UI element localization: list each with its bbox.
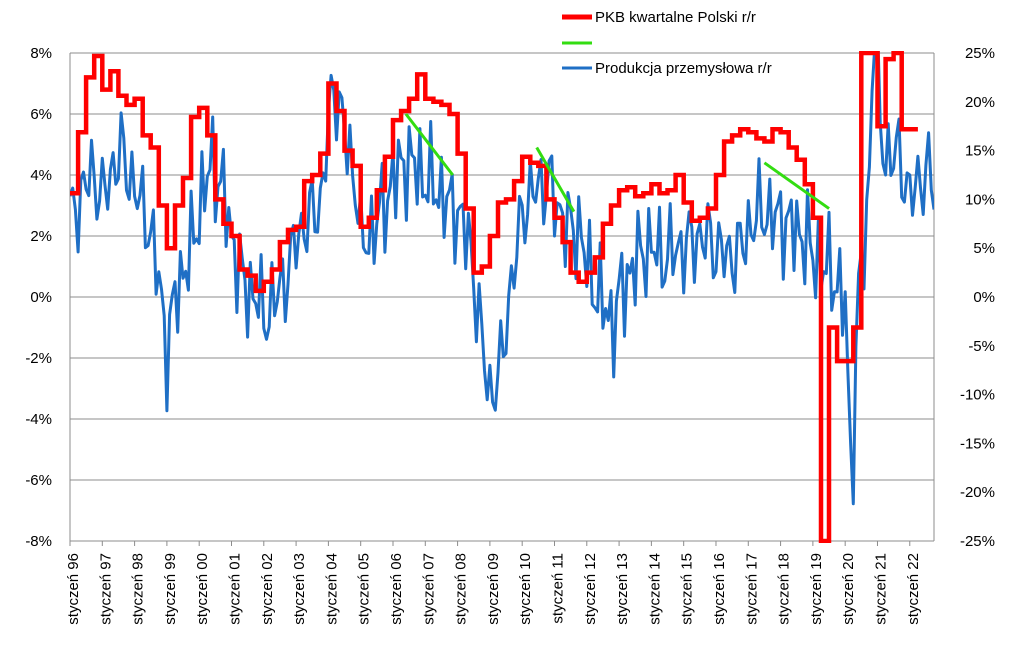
right-tick-label: 0% <box>973 289 995 306</box>
left-tick-label: -8% <box>25 533 52 550</box>
x-tick-label: styczeń 06 <box>388 553 405 625</box>
x-tick-label: styczeń 01 <box>226 553 243 625</box>
x-tick-label: styczeń 05 <box>356 553 373 625</box>
left-tick-label: -2% <box>25 350 52 367</box>
legend: PKB kwartalne Polski r/r Produkcja przem… <box>562 9 772 77</box>
x-tick-label: styczeń 21 <box>872 553 889 625</box>
right-tick-label: 25% <box>965 45 995 62</box>
x-tick-label: styczeń 98 <box>130 553 147 625</box>
x-tick-label: styczeń 04 <box>323 553 340 625</box>
x-tick-label: styczeń 19 <box>808 553 825 625</box>
series-line-pkb <box>70 51 918 543</box>
right-tick-label: -5% <box>968 338 995 355</box>
x-tick-label: styczeń 00 <box>194 553 211 625</box>
left-tick-label: 8% <box>30 45 52 62</box>
series <box>70 51 934 543</box>
left-axis-tick-labels: 8% 6% 4% 2% 0% -2% -4% -6% -8% <box>25 45 52 550</box>
legend-label-pkb: PKB kwartalne Polski r/r <box>595 9 756 26</box>
x-tick-label: styczeń 09 <box>485 553 502 625</box>
x-tick-label: styczeń 96 <box>65 553 82 625</box>
left-tick-label: 2% <box>30 228 52 245</box>
x-axis-tick-labels: styczeń 96 styczeń 97 styczeń 98 styczeń 99… <box>65 541 922 625</box>
axes <box>69 53 935 542</box>
x-tick-label: styczeń 08 <box>453 553 470 625</box>
x-tick-label: styczeń 10 <box>517 553 534 625</box>
trend-segment <box>763 161 830 210</box>
x-tick-label: styczeń 18 <box>776 553 793 625</box>
left-tick-label: -4% <box>25 411 52 428</box>
x-tick-label: styczeń 20 <box>840 553 857 625</box>
x-tick-label: styczeń 22 <box>905 553 922 625</box>
x-tick-label: styczeń 11 <box>549 553 566 624</box>
right-tick-label: 5% <box>973 240 995 257</box>
x-tick-label: styczeń 14 <box>646 553 663 625</box>
right-tick-label: 15% <box>965 143 995 160</box>
x-tick-label: styczeń 13 <box>614 553 631 625</box>
x-tick-label: styczeń 07 <box>420 553 437 625</box>
right-axis-tick-labels: 25% 20% 15% 10% 5% 0% -5% -10% -15% -20% -25% <box>960 45 995 550</box>
x-tick-label: styczeń 15 <box>679 553 696 625</box>
right-tick-label: 20% <box>965 94 995 111</box>
x-tick-label: styczeń 97 <box>97 553 114 625</box>
x-tick-label: styczeń 17 <box>743 553 760 625</box>
x-tick-label: styczeń 02 <box>259 553 276 625</box>
trend-segment <box>404 113 454 176</box>
left-tick-label: 0% <box>30 289 52 306</box>
x-tick-label: styczeń 12 <box>582 553 599 625</box>
right-tick-label: 10% <box>965 191 995 208</box>
right-tick-label: -15% <box>960 435 995 452</box>
left-tick-label: 6% <box>30 106 52 123</box>
x-tick-label: styczeń 16 <box>711 553 728 625</box>
right-tick-label: -10% <box>960 387 995 404</box>
series-line-production <box>70 51 934 506</box>
right-tick-label: -25% <box>960 533 995 550</box>
trend-segment <box>535 146 576 213</box>
gridlines <box>70 52 934 542</box>
right-tick-label: -20% <box>960 484 995 501</box>
left-tick-label: -6% <box>25 472 52 489</box>
legend-label-production: Produkcja przemysłowa r/r <box>595 60 772 77</box>
x-tick-label: styczeń 99 <box>162 553 179 625</box>
x-tick-label: styczeń 03 <box>291 553 308 625</box>
left-tick-label: 4% <box>30 167 52 184</box>
